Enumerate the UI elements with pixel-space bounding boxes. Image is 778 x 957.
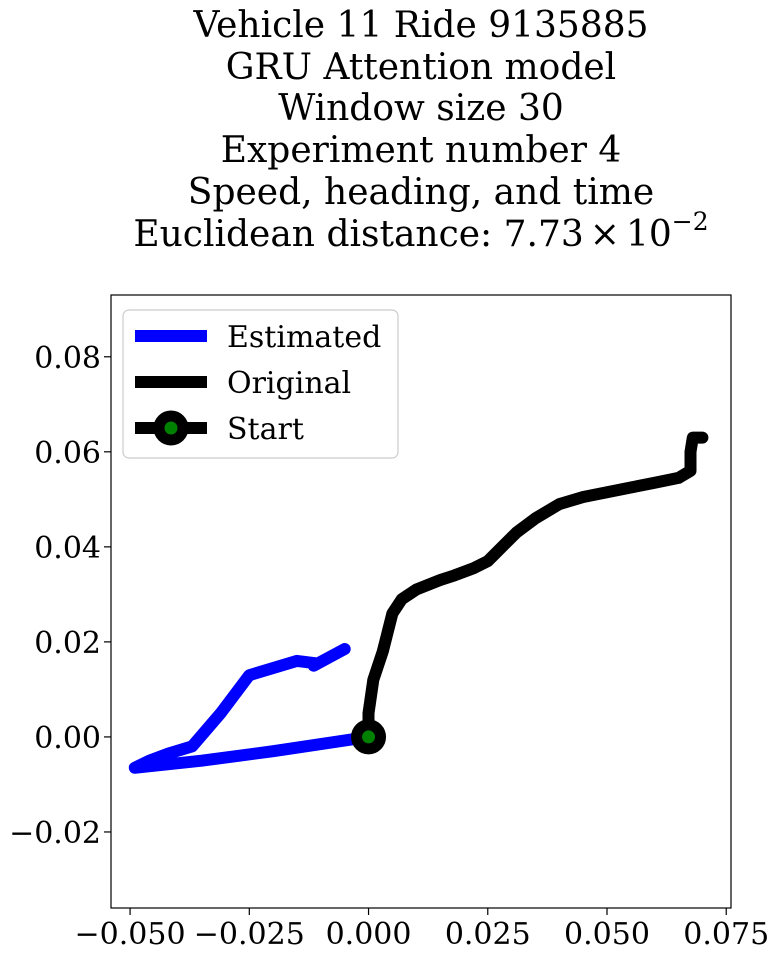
y-tick-label: 0.04	[34, 531, 101, 566]
legend-marker-start	[153, 410, 189, 446]
title-line-distance: Euclidean distance: 7.73 × 10−2	[133, 207, 708, 255]
distance-times: ×	[590, 214, 620, 255]
title-line-5: Speed, heading, and time	[188, 172, 654, 213]
legend-label-original: Original	[227, 366, 351, 401]
y-tick-label: 0.06	[34, 436, 101, 471]
y-tick-label: 0.02	[34, 626, 101, 661]
legend: Estimated Original Start	[122, 309, 399, 459]
legend-box	[122, 309, 399, 459]
title-line-2: GRU Attention model	[226, 47, 616, 88]
x-tick-label: 0.025	[445, 917, 531, 952]
title-line-1: Vehicle 11 Ride 9135885	[192, 5, 648, 46]
y-tick-label: 0.08	[34, 341, 101, 376]
plot-frame	[110, 294, 732, 909]
title-line-4: Experiment number 4	[221, 130, 622, 171]
x-tick-label: 0.000	[326, 917, 412, 952]
y-tick-label: −0.02	[9, 816, 101, 851]
distance-base: 10	[626, 214, 672, 255]
chart-title: Vehicle 11 Ride 9135885 GRU Attention mo…	[133, 5, 708, 255]
start-marker	[351, 719, 387, 755]
series-line-original	[362, 431, 709, 743]
legend-label-estimated: Estimated	[227, 320, 381, 355]
distance-prefix: Euclidean distance: 7.73	[133, 214, 583, 255]
x-tick-label: 0.075	[683, 917, 769, 952]
plot-area	[128, 431, 709, 774]
distance-exponent: −2	[672, 207, 709, 236]
axes: −0.050 −0.025 0.000 0.025 0.050 0.075 −0.02 0.0…	[9, 294, 769, 952]
title-line-3: Window size 30	[278, 88, 564, 129]
x-tick-label: −0.050	[75, 917, 186, 952]
series-line-estimated	[128, 643, 375, 774]
x-tick-label: 0.050	[564, 917, 650, 952]
y-tick-label: 0.00	[34, 721, 101, 756]
x-tick-label: −0.025	[194, 917, 305, 952]
legend-label-start: Start	[227, 412, 304, 447]
